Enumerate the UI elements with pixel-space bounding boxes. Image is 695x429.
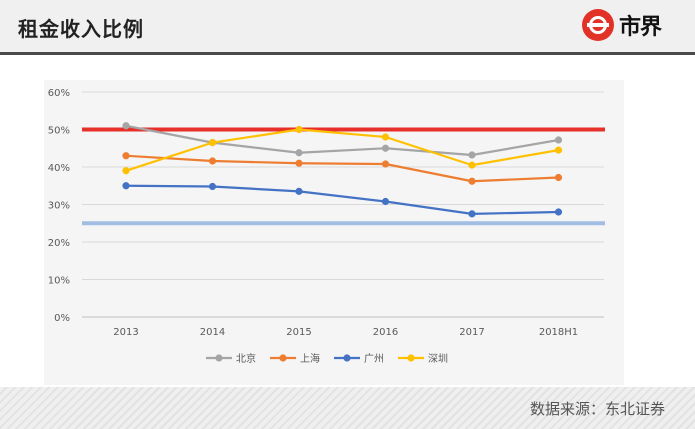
data-point <box>554 173 563 182</box>
data-point <box>554 208 563 216</box>
data-point <box>468 151 476 159</box>
data-point <box>208 139 217 147</box>
x-tick-label: 2013 <box>113 327 138 338</box>
data-point <box>122 167 130 175</box>
data-point <box>468 210 476 218</box>
y-tick-label: 0% <box>54 313 70 324</box>
x-tick-label: 2014 <box>200 327 225 338</box>
data-point <box>122 152 130 160</box>
legend-marker <box>343 354 351 362</box>
data-point <box>381 144 390 152</box>
x-tick-label: 2015 <box>286 327 311 338</box>
series-line <box>125 128 559 172</box>
data-point <box>122 122 130 130</box>
x-tick-label: 2017 <box>459 327 484 338</box>
data-point <box>554 146 563 154</box>
line-chart: 0% 10% 20% 30% 40% 50% 60% 2013 2014 2015 2016 2017… <box>44 80 624 385</box>
logo-icon <box>582 9 614 41</box>
series-line <box>125 124 559 157</box>
x-tick-label: 2018H1 <box>539 327 578 338</box>
data-point <box>381 133 390 141</box>
data-point <box>468 177 476 185</box>
data-point <box>295 159 303 167</box>
legend-label: 深圳 <box>428 353 448 365</box>
data-point <box>295 149 303 157</box>
footer-bar: 数据来源：东北证券 <box>0 387 695 429</box>
data-point <box>295 187 303 195</box>
data-point <box>381 160 390 168</box>
legend-label: 北京 <box>236 352 256 365</box>
data-point <box>208 182 217 191</box>
data-point <box>295 125 303 134</box>
header-divider <box>0 52 695 55</box>
legend-label: 上海 <box>300 352 320 365</box>
legend-marker <box>215 354 223 362</box>
page-title: 租金收入比例 <box>18 17 144 41</box>
brand-logo: 市界 <box>582 8 662 42</box>
data-point <box>208 157 217 165</box>
logo-text: 市界 <box>619 15 662 40</box>
data-point <box>554 136 563 144</box>
series-line <box>125 154 559 183</box>
data-point <box>122 182 130 190</box>
y-tick-label: 20% <box>48 238 70 249</box>
legend-marker <box>279 354 287 362</box>
y-tick-label: 30% <box>48 201 70 212</box>
x-tick-label: 2016 <box>373 327 398 338</box>
legend-label: 广州 <box>364 353 384 365</box>
y-tick-label: 10% <box>48 276 70 287</box>
header-bar: 租金收入比例 市界 <box>0 0 695 52</box>
series-line <box>125 184 559 215</box>
source-note: 数据来源：东北证券 <box>529 400 665 418</box>
y-tick-label: 50% <box>48 126 70 137</box>
legend-marker <box>407 354 415 362</box>
y-tick-label: 60% <box>48 88 70 99</box>
data-point <box>381 197 390 206</box>
y-tick-label: 40% <box>48 163 70 174</box>
data-point <box>468 161 476 169</box>
